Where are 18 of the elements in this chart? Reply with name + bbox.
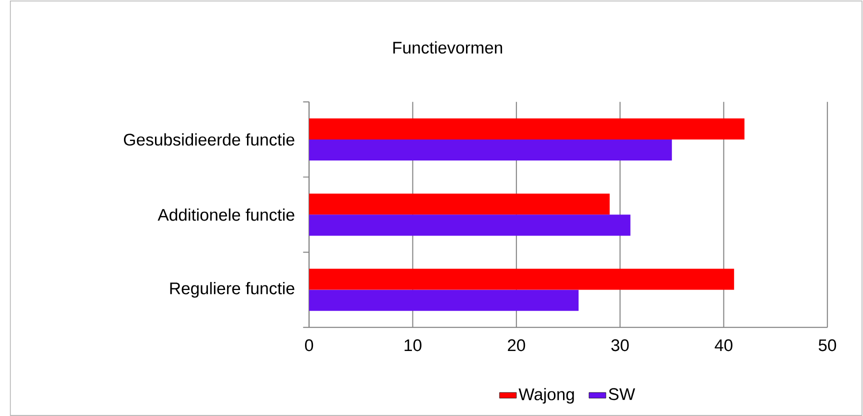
bar <box>309 214 630 236</box>
bar <box>309 268 734 290</box>
y-tick-label: Reguliere functie <box>170 282 294 298</box>
legend-label: Wajong <box>518 388 574 404</box>
bar <box>309 290 579 311</box>
bar <box>309 139 672 160</box>
legend-label: SW <box>608 388 636 400</box>
bar <box>309 193 610 214</box>
x-tick-label: 10 <box>404 339 422 351</box>
bar <box>309 118 744 140</box>
x-tick-label: 50 <box>818 339 836 351</box>
x-tick-label: 0 <box>305 339 314 351</box>
x-tick-label: 20 <box>508 339 526 351</box>
x-tick-label: 40 <box>714 339 732 351</box>
y-tick-label: Gesubsidieerde functie <box>124 133 294 146</box>
x-tick-label: 30 <box>611 339 629 351</box>
y-tick-label: Additionele functie <box>158 208 294 221</box>
chart-title: Functievormen <box>393 41 502 54</box>
